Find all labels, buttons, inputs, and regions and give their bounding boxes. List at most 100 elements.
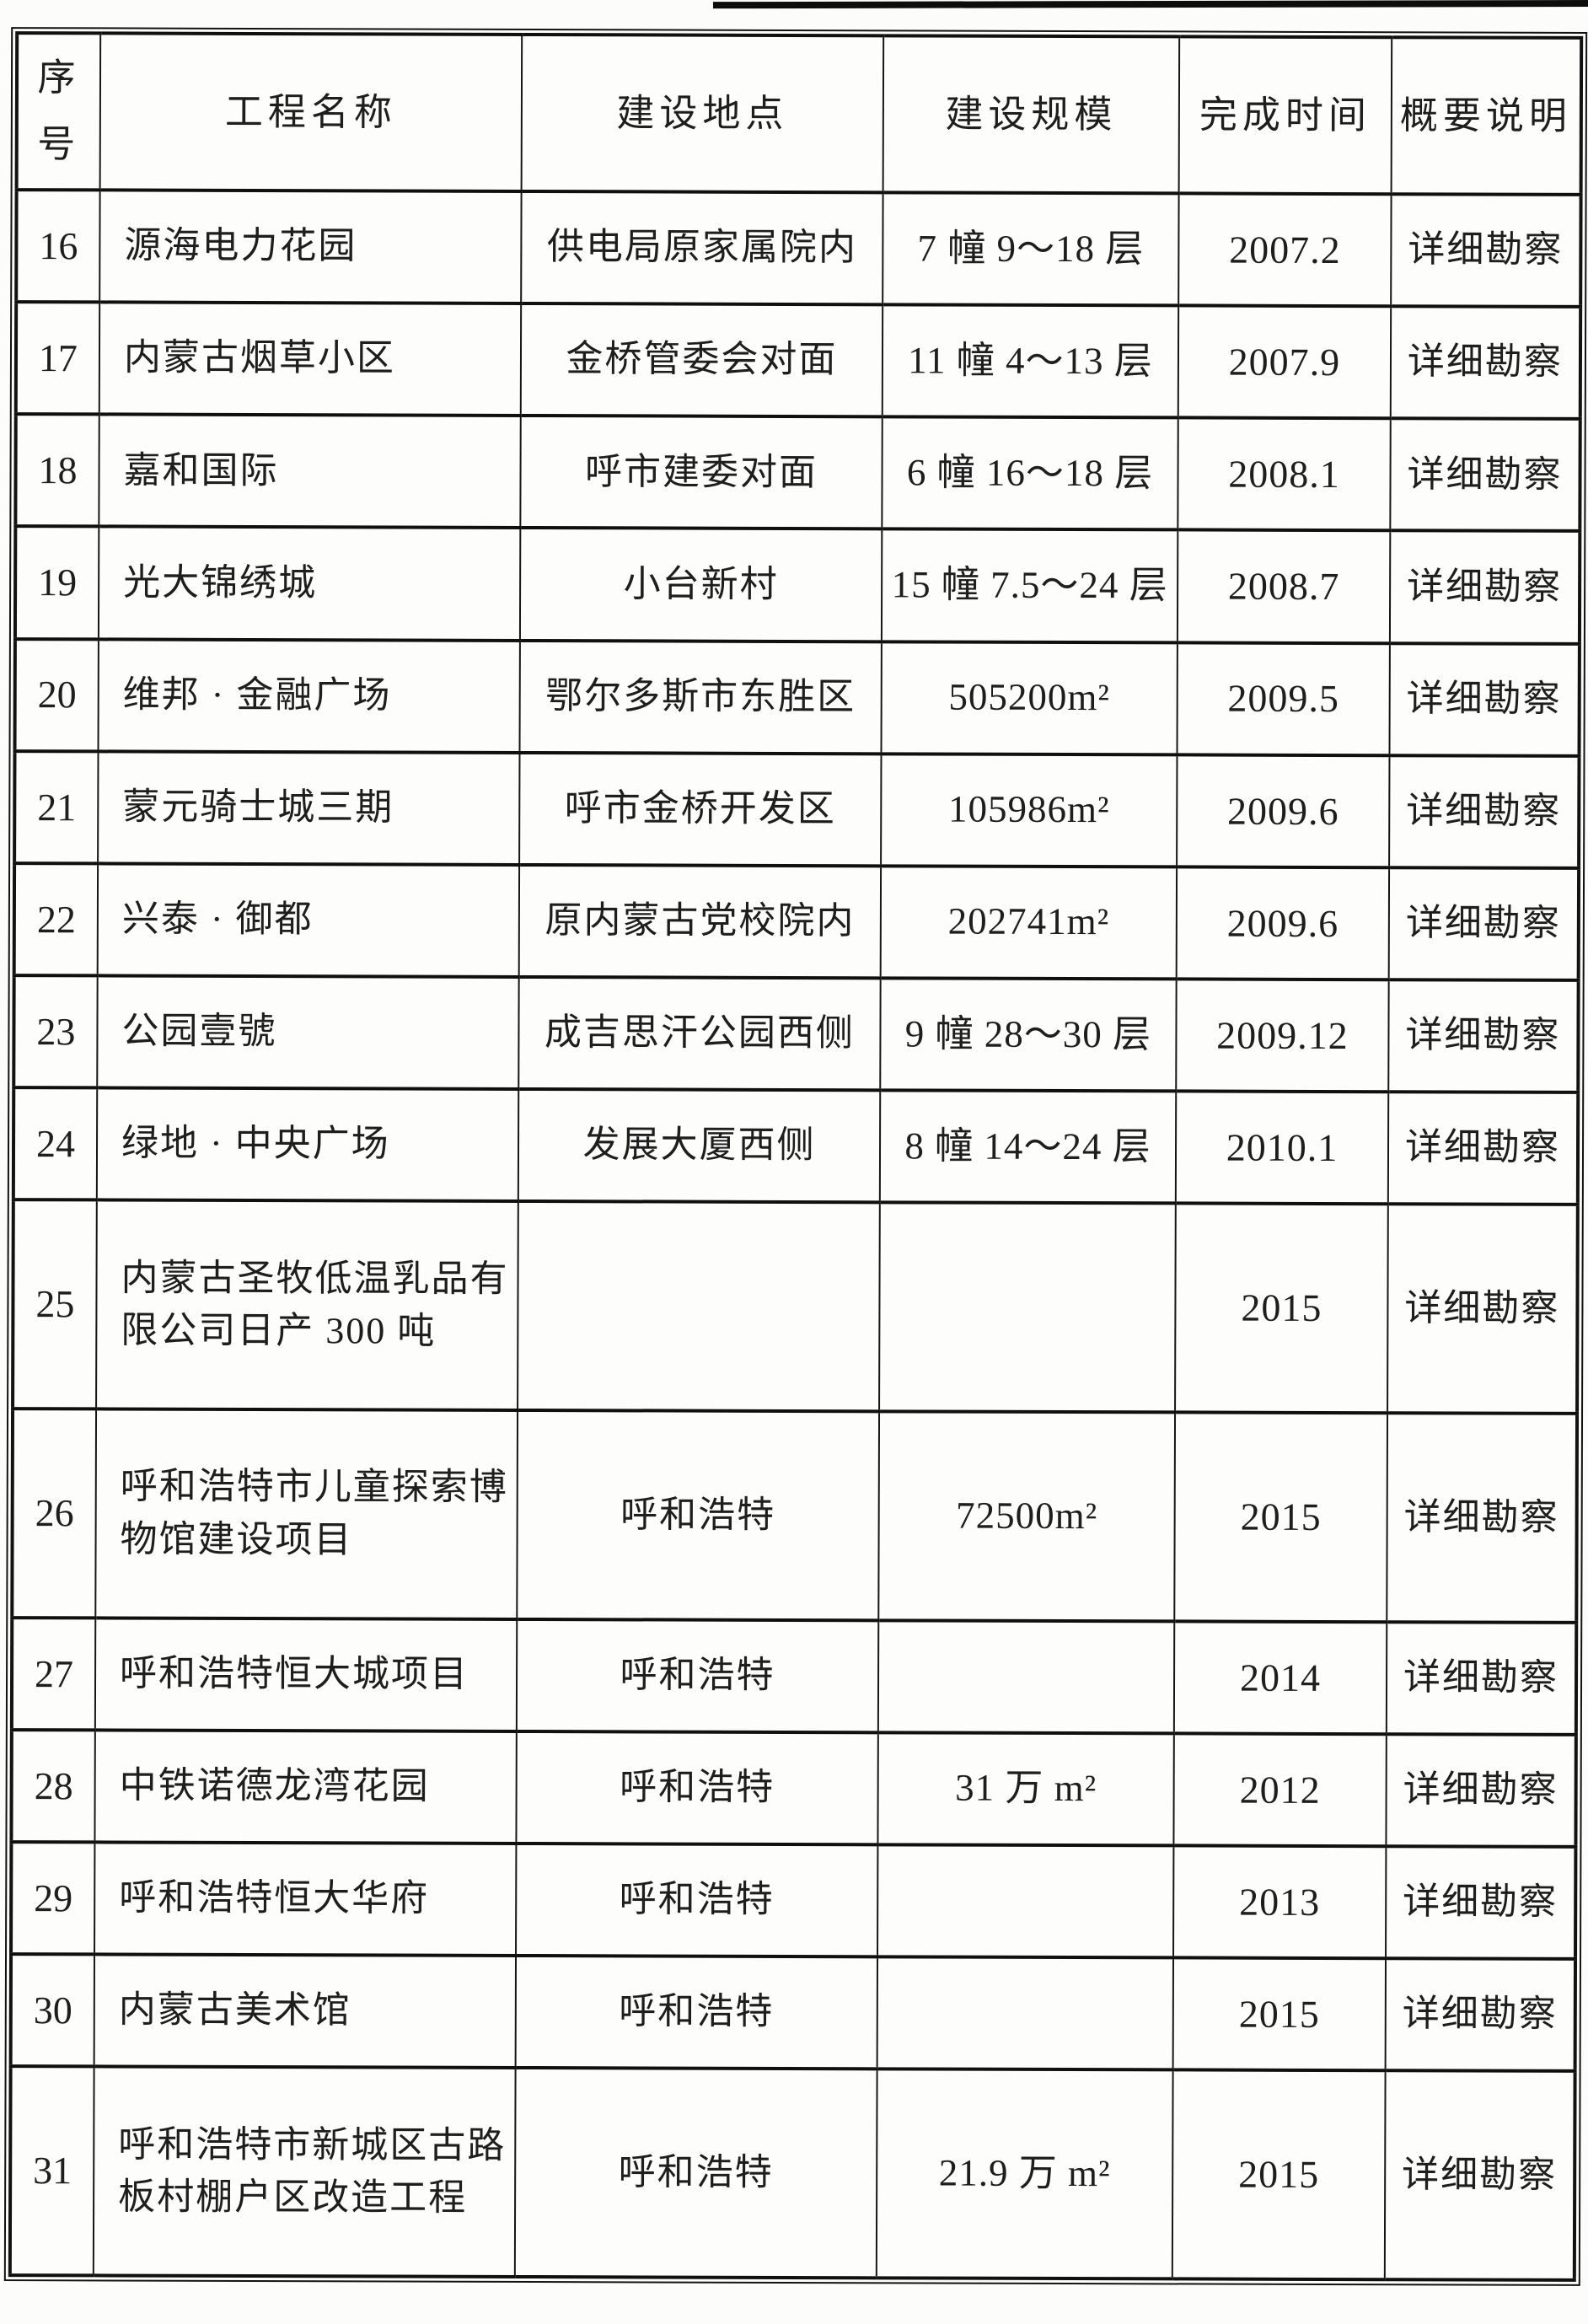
cell-no: 16 — [16, 190, 100, 303]
column-header-scale: 建设规模 — [883, 35, 1180, 194]
cell-scale: 7 幢 9～18 层 — [883, 192, 1179, 306]
cell-location: 呼市建委对面 — [520, 416, 883, 529]
cell-completion-time: 2007.9 — [1178, 305, 1392, 419]
cell-scale: 6 幢 16～18 层 — [882, 416, 1178, 530]
table-row: 27 呼和浩特恒大城项目 呼和浩特 2014 详细勘察 — [11, 1617, 1577, 1735]
cell-no: 21 — [14, 750, 99, 864]
cell-scale: 202741m² — [880, 866, 1178, 980]
cell-scale: 21.9 万 m² — [876, 2069, 1173, 2279]
cell-scale: 15 幢 7.5～24 层 — [881, 529, 1178, 642]
cell-summary: 详细勘察 — [1386, 1733, 1576, 1847]
cell-location: 原内蒙古党校院内 — [518, 864, 882, 979]
cell-scale — [877, 1619, 1175, 1734]
cell-scale — [877, 1956, 1174, 2070]
cell-completion-time: 2007.2 — [1178, 193, 1392, 307]
cell-project-name: 中铁诺德龙湾花园 — [94, 1730, 517, 1844]
cell-completion-time: 2015 — [1175, 1203, 1388, 1414]
cell-location — [518, 1201, 880, 1412]
cell-no: 26 — [12, 1409, 97, 1618]
cell-summary: 详细勘察 — [1390, 418, 1580, 532]
cell-completion-time: 2009.12 — [1176, 979, 1389, 1092]
cell-no: 24 — [13, 1087, 98, 1200]
cell-location: 呼和浩特 — [517, 1409, 880, 1620]
table-row: 23 公园壹號 成吉思汗公园西侧 9 幢 28～30 层 2009.12 详细勘… — [13, 975, 1579, 1093]
cell-location: 呼和浩特 — [516, 1843, 878, 1957]
cell-scale: 105986m² — [881, 754, 1178, 867]
cell-project-name: 呼和浩特恒大华府 — [94, 1842, 517, 1956]
cell-completion-time: 2008.1 — [1178, 417, 1391, 531]
cell-completion-time: 2015 — [1172, 2069, 1386, 2280]
table-row: 19 光大锦绣城 小台新村 15 幢 7.5～24 层 2008.7 详细勘察 — [14, 526, 1580, 644]
scan-artifact-line — [713, 0, 1588, 9]
cell-no: 23 — [13, 975, 98, 1088]
cell-project-name: 公园壹號 — [97, 975, 519, 1090]
cell-completion-time: 2012 — [1173, 1733, 1387, 1847]
cell-project-name: 兴泰 · 御都 — [97, 863, 520, 977]
cell-completion-time: 2008.7 — [1177, 529, 1391, 643]
table-row: 18 嘉和国际 呼市建委对面 6 幢 16～18 层 2008.1 详细勘察 — [15, 414, 1580, 532]
cell-completion-time: 2009.6 — [1176, 867, 1390, 980]
column-header-no: 序号 — [16, 33, 101, 191]
cell-location: 金桥管委会对面 — [520, 303, 883, 417]
cell-summary: 详细勘察 — [1386, 1621, 1577, 1735]
table-row: 30 内蒙古美术馆 呼和浩特 2015 详细勘察 — [10, 1954, 1576, 2072]
cell-no: 27 — [11, 1617, 96, 1731]
cell-location: 小台新村 — [519, 528, 883, 641]
cell-summary: 详细勘察 — [1387, 1092, 1579, 1205]
table-row: 28 中铁诺德龙湾花园 呼和浩特 31 万 m² 2012 详细勘察 — [11, 1729, 1576, 1847]
column-header-location: 建设地点 — [521, 34, 884, 193]
cell-completion-time: 2009.6 — [1177, 754, 1390, 868]
table-row: 25 内蒙古圣牧低温乳品有限公司日产 300 吨 2015 详细勘察 — [13, 1200, 1578, 1414]
cell-scale: 9 幢 28～30 层 — [880, 978, 1177, 1092]
cell-location: 呼和浩特 — [516, 1731, 878, 1845]
cell-project-name: 嘉和国际 — [99, 414, 521, 529]
cell-project-name: 呼和浩特市儿童探索博物馆建设项目 — [95, 1409, 518, 1619]
cell-location: 呼和浩特 — [514, 2068, 877, 2278]
cell-location: 供电局原家属院内 — [521, 191, 883, 305]
cell-no: 18 — [15, 414, 99, 527]
cell-scale: 505200m² — [881, 641, 1178, 755]
cell-no: 28 — [11, 1729, 95, 1843]
cell-summary: 详细勘察 — [1389, 530, 1580, 644]
cell-summary: 详细勘察 — [1387, 1204, 1578, 1414]
cell-project-name: 维邦 · 金融广场 — [98, 638, 520, 753]
column-header-project-name: 工程名称 — [99, 33, 523, 191]
cell-location: 呼市金桥开发区 — [519, 752, 882, 867]
cell-project-name: 蒙元骑士城三期 — [98, 751, 520, 865]
cell-no: 30 — [10, 1954, 95, 2067]
cell-project-name: 内蒙古美术馆 — [94, 1954, 517, 2069]
cell-project-name: 呼和浩特恒大城项目 — [94, 1618, 518, 1731]
cell-summary: 详细勘察 — [1389, 642, 1580, 756]
cell-summary: 详细勘察 — [1385, 1958, 1576, 2072]
cell-summary: 详细勘察 — [1386, 1846, 1576, 1959]
cell-summary: 详细勘察 — [1387, 1413, 1578, 1623]
cell-summary: 详细勘察 — [1390, 306, 1581, 420]
cell-scale — [877, 1844, 1174, 1958]
cell-project-name: 内蒙古烟草小区 — [99, 302, 522, 416]
table-row: 21 蒙元骑士城三期 呼市金桥开发区 105986m² 2009.6 详细勘察 — [14, 750, 1580, 868]
cell-summary: 详细勘察 — [1388, 980, 1579, 1093]
table-row: 16 源海电力花园 供电局原家属院内 7 幢 9～18 层 2007.2 详细勘… — [16, 190, 1581, 308]
cell-no: 31 — [9, 2066, 94, 2276]
cell-scale: 72500m² — [878, 1411, 1176, 1622]
cell-scale: 11 幢 4～13 层 — [882, 304, 1179, 418]
cell-location: 呼和浩特 — [515, 1956, 878, 2069]
cell-no: 29 — [11, 1842, 95, 1955]
cell-project-name: 绿地 · 中央广场 — [96, 1087, 519, 1202]
cell-completion-time: 2010.1 — [1175, 1091, 1389, 1205]
cell-no: 19 — [14, 526, 99, 639]
projects-table: 序号 工程名称 建设地点 建设规模 完成时间 概要说明 16 源海电力花园 供电… — [3, 27, 1588, 2286]
cell-no: 25 — [13, 1200, 97, 1409]
table-row: 24 绿地 · 中央广场 发展大厦西侧 8 幢 14～24 层 2010.1 详… — [13, 1087, 1579, 1205]
cell-no: 17 — [15, 302, 100, 415]
column-header-summary: 概要说明 — [1391, 37, 1582, 195]
table-row: 26 呼和浩特市儿童探索博物馆建设项目 呼和浩特 72500m² 2015 详细… — [12, 1409, 1578, 1623]
cell-project-name: 呼和浩特市新城区古路板村棚户区改造工程 — [93, 2066, 516, 2277]
cell-completion-time: 2014 — [1173, 1621, 1387, 1734]
cell-location: 鄂尔多斯市东胜区 — [519, 640, 882, 754]
cell-no: 22 — [13, 862, 99, 976]
cell-project-name: 内蒙古圣牧低温乳品有限公司日产 300 吨 — [96, 1200, 518, 1410]
header-row: 序号 工程名称 建设地点 建设规模 完成时间 概要说明 — [16, 33, 1582, 195]
table-row: 31 呼和浩特市新城区古路板村棚户区改造工程 呼和浩特 21.9 万 m² 20… — [9, 2066, 1575, 2280]
cell-scale — [879, 1202, 1176, 1413]
